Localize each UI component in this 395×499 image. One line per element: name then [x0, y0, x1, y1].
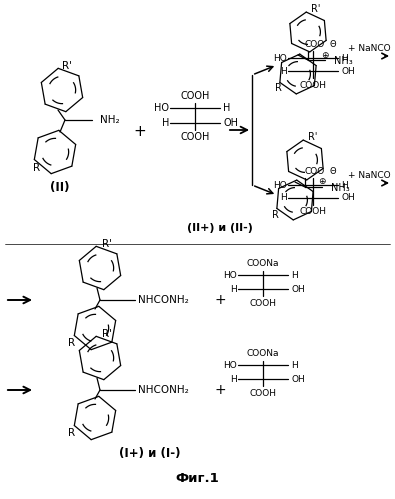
Text: R': R': [102, 239, 112, 249]
Text: H: H: [223, 103, 230, 113]
Text: OH: OH: [291, 284, 305, 293]
Text: H: H: [230, 375, 237, 384]
Text: COONa: COONa: [247, 258, 279, 267]
Text: COOH: COOH: [180, 132, 210, 142]
Text: H: H: [230, 284, 237, 293]
Text: OH: OH: [341, 66, 355, 75]
Text: OH: OH: [223, 118, 238, 128]
Text: COOH: COOH: [299, 208, 327, 217]
Text: COO: COO: [305, 167, 325, 176]
Text: COOH: COOH: [180, 91, 210, 101]
Text: Фиг.1: Фиг.1: [175, 473, 219, 486]
Text: COOH: COOH: [299, 80, 327, 89]
Text: + NaNCO: + NaNCO: [348, 43, 391, 52]
Text: R': R': [62, 61, 72, 71]
Text: + NaNCO: + NaNCO: [348, 171, 391, 180]
Text: COOH: COOH: [250, 298, 276, 307]
Text: +: +: [214, 383, 226, 397]
Text: H: H: [341, 53, 348, 62]
Text: HO: HO: [223, 270, 237, 279]
Text: +: +: [214, 293, 226, 307]
Text: OH: OH: [291, 375, 305, 384]
Text: R': R': [308, 132, 318, 142]
Text: (I+) и (I-): (I+) и (I-): [119, 447, 181, 460]
Text: R: R: [272, 210, 278, 220]
Text: ⊕: ⊕: [321, 50, 329, 59]
Text: (II): (II): [50, 181, 70, 194]
Text: COOH: COOH: [250, 389, 276, 398]
Text: NHCONH₂: NHCONH₂: [138, 295, 189, 305]
Text: NHCONH₂: NHCONH₂: [138, 385, 189, 395]
Text: H: H: [280, 66, 287, 75]
Text: NH₂: NH₂: [100, 115, 120, 125]
Text: H: H: [162, 118, 169, 128]
Text: R: R: [68, 428, 75, 438]
Text: Θ: Θ: [329, 167, 336, 176]
Text: OH: OH: [341, 194, 355, 203]
Text: NH₃: NH₃: [331, 183, 350, 193]
Text: Θ: Θ: [329, 39, 336, 48]
Text: R: R: [34, 163, 41, 173]
Text: R': R': [311, 4, 321, 14]
Text: R: R: [68, 338, 75, 348]
Text: HO: HO: [223, 360, 237, 369]
Text: NH₃: NH₃: [334, 56, 353, 66]
Text: H: H: [341, 181, 348, 190]
Text: COONa: COONa: [247, 348, 279, 357]
Text: H: H: [291, 270, 298, 279]
Text: HO: HO: [154, 103, 169, 113]
Text: H: H: [280, 194, 287, 203]
Text: ⊕: ⊕: [318, 178, 326, 187]
Text: HO: HO: [273, 181, 287, 190]
Text: COO: COO: [305, 39, 325, 48]
Text: +: +: [134, 124, 147, 140]
Text: R': R': [102, 329, 112, 339]
Text: R: R: [275, 83, 281, 93]
Text: HO: HO: [273, 53, 287, 62]
Text: H: H: [291, 360, 298, 369]
Text: (II+) и (II-): (II+) и (II-): [187, 223, 253, 233]
